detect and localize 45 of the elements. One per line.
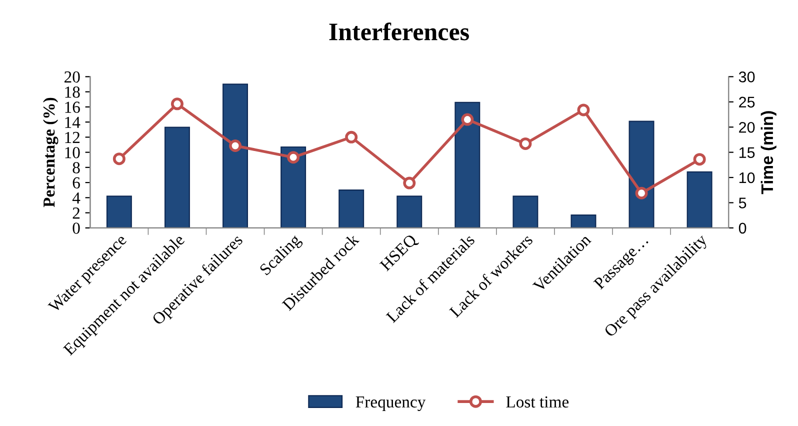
bar bbox=[686, 171, 712, 228]
point bbox=[403, 176, 416, 190]
y-tick-label: 14 bbox=[65, 116, 80, 128]
bar bbox=[106, 196, 132, 228]
y-tick-label: 4 bbox=[72, 192, 80, 204]
point bbox=[519, 137, 532, 150]
bar bbox=[396, 196, 422, 228]
y-tick-label: 0 bbox=[72, 222, 80, 234]
y2-tick-label: 20 bbox=[739, 122, 755, 133]
y2-tick-label: 25 bbox=[739, 96, 755, 108]
chart-title: Interferences bbox=[329, 22, 469, 40]
point bbox=[229, 139, 242, 152]
y2-tick-label: 15 bbox=[739, 147, 755, 158]
point bbox=[345, 130, 358, 144]
y-tick-label: 2 bbox=[72, 208, 80, 219]
y2-tick-label: 5 bbox=[738, 198, 746, 208]
y-tick-label: 6 bbox=[72, 177, 80, 188]
point bbox=[461, 113, 474, 126]
y-tick-label: 8 bbox=[72, 162, 80, 174]
y2-tick-label: 10 bbox=[739, 172, 755, 184]
legend-label: Frequency bbox=[356, 396, 426, 411]
y-tick-label: 20 bbox=[64, 71, 80, 83]
point bbox=[577, 104, 590, 116]
y-tick-label: 16 bbox=[65, 102, 80, 113]
y2-axis-title: Time (min) bbox=[760, 111, 776, 194]
y2-tick-label: 30 bbox=[738, 72, 755, 82]
bar bbox=[454, 102, 480, 228]
point bbox=[170, 98, 184, 110]
point bbox=[635, 186, 648, 200]
y-axis-title: Percentage (%) bbox=[42, 98, 58, 208]
bar bbox=[338, 190, 364, 228]
y-tick-label: 10 bbox=[65, 146, 80, 158]
y-tick-label: 18 bbox=[65, 86, 80, 98]
point bbox=[693, 153, 706, 166]
legend-label: Lost time bbox=[506, 396, 569, 408]
y2-tick-label: 0 bbox=[738, 222, 746, 234]
point bbox=[112, 152, 126, 166]
point bbox=[287, 151, 300, 164]
bar bbox=[222, 84, 248, 228]
bar bbox=[512, 196, 538, 228]
bar bbox=[628, 120, 654, 228]
bar bbox=[164, 126, 190, 228]
y-tick-label: 12 bbox=[65, 132, 80, 143]
bar bbox=[570, 214, 596, 228]
bar bbox=[280, 146, 306, 228]
